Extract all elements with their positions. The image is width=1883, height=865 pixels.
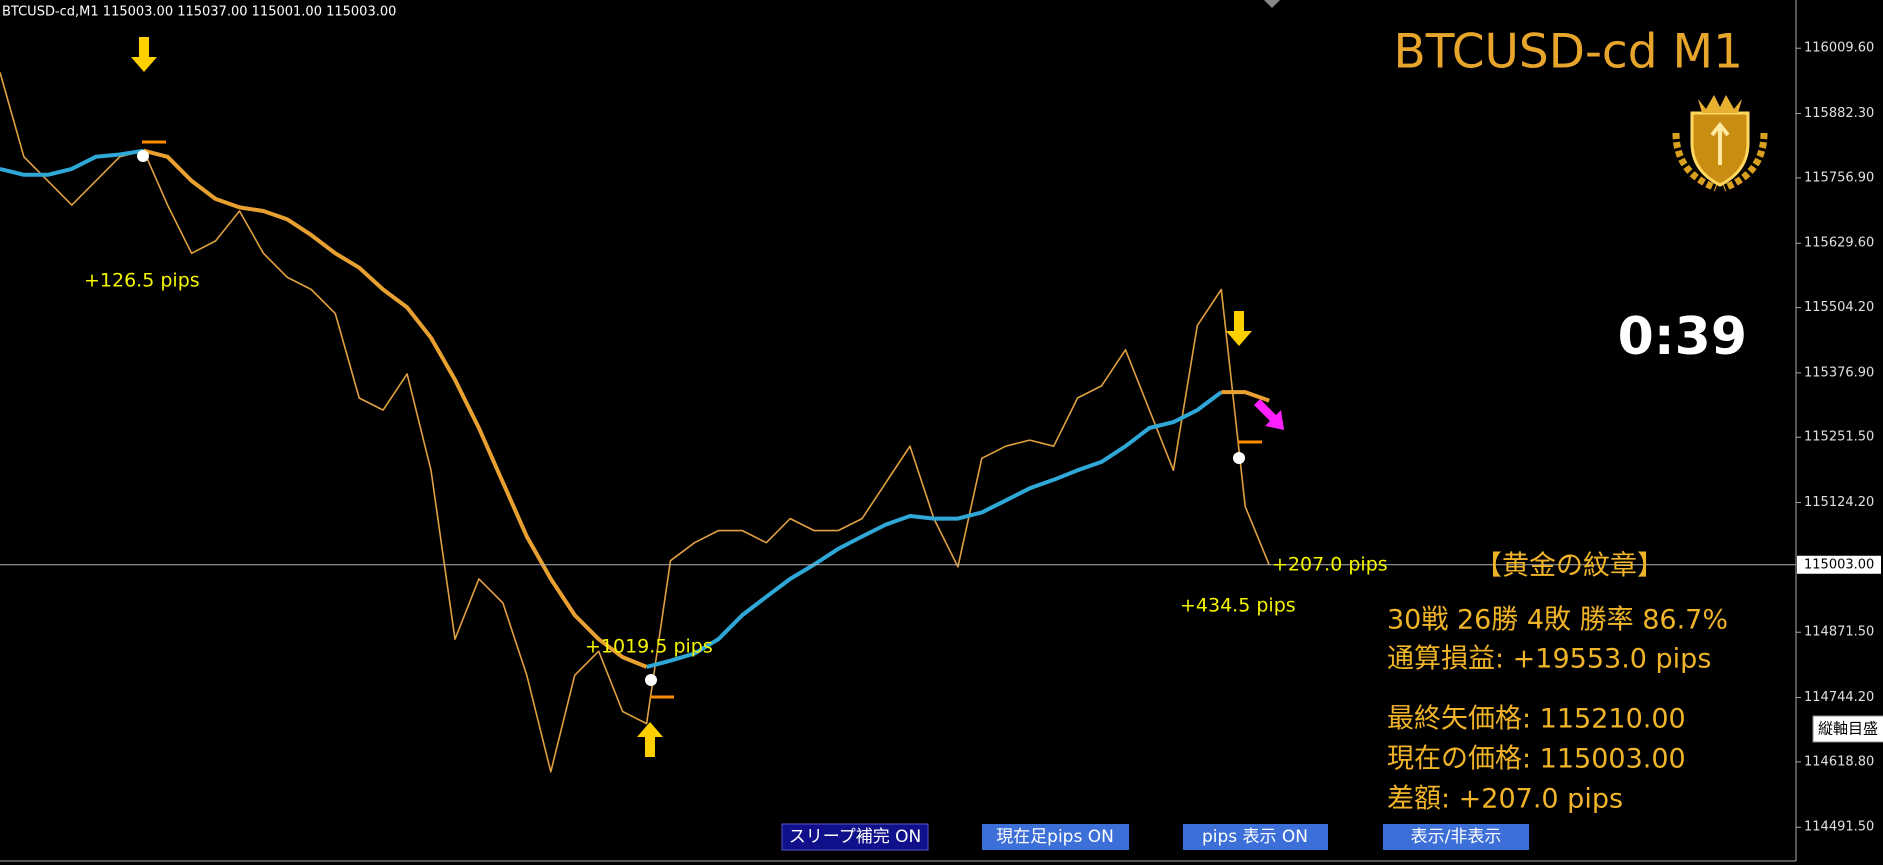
button-label[interactable]: 表示/非表示 <box>1411 827 1502 847</box>
y-tick-label: 115756.90 <box>1804 170 1874 185</box>
panel-total: 通算損益: +19553.0 pips <box>1387 644 1711 675</box>
timer: 0:39 <box>1618 307 1747 367</box>
current-price-box <box>1797 555 1881 574</box>
y-tick-label: 114871.50 <box>1804 625 1874 640</box>
y-tick-label: 115882.30 <box>1804 106 1874 121</box>
shift-marker <box>1264 0 1280 8</box>
panel-record: 30戦 26勝 4敗 勝率 86.7% <box>1387 605 1728 636</box>
y-tick-label: 114618.80 <box>1804 754 1874 769</box>
plot-area <box>0 72 1796 773</box>
current-pips-label: +207.0 pips <box>1272 554 1388 576</box>
button[interactable]: 現在足pips ON <box>982 824 1129 850</box>
pips-label: +126.5 pips <box>84 270 200 292</box>
y-tick-label: 114744.20 <box>1804 690 1874 705</box>
current-price-label: 115003.00 <box>1804 557 1874 572</box>
y-tick-label: 115124.20 <box>1804 495 1874 510</box>
pips-label: +434.5 pips <box>1180 595 1296 617</box>
chart-title: BTCUSD-cd M1 <box>1394 25 1743 80</box>
button-label[interactable]: pips 表示 ON <box>1202 827 1308 847</box>
y-tick-label: 115629.60 <box>1804 236 1874 251</box>
pips-label: +1019.5 pips <box>585 636 713 658</box>
y-tick-label: 115251.50 <box>1804 430 1874 445</box>
y-tick-label: 115504.20 <box>1804 300 1874 315</box>
y-tick-label: 114491.50 <box>1804 820 1874 835</box>
panel-last-arrow: 最終矢価格: 115210.00 <box>1387 704 1686 735</box>
side-tab-label[interactable]: 縦軸目盛 <box>1818 720 1878 738</box>
button[interactable]: スリープ補完 ON <box>781 823 929 851</box>
panel-current: 現在の価格: 115003.00 <box>1387 744 1686 775</box>
side-tab[interactable]: 縦軸目盛 <box>1812 715 1883 743</box>
header: BTCUSD-cd,M1 115003.00 115037.00 115001.… <box>2 5 396 20</box>
emblem <box>1672 95 1768 192</box>
y-tick-label: 116009.60 <box>1804 41 1874 56</box>
panel-title: 【黄金の紋章】 <box>1475 551 1664 582</box>
button-label[interactable]: スリープ補完 ON <box>789 827 921 847</box>
button[interactable]: pips 表示 ON <box>1183 824 1328 850</box>
panel-diff: 差額: +207.0 pips <box>1387 784 1623 815</box>
moving-average <box>143 148 1270 669</box>
signal-arrows <box>131 37 1284 757</box>
y-tick-label: 115376.90 <box>1804 365 1874 380</box>
moving-average <box>0 148 1223 669</box>
price-line <box>0 72 1270 773</box>
button[interactable]: 表示/非表示 <box>1383 824 1529 850</box>
button-label[interactable]: 現在足pips ON <box>996 827 1114 847</box>
